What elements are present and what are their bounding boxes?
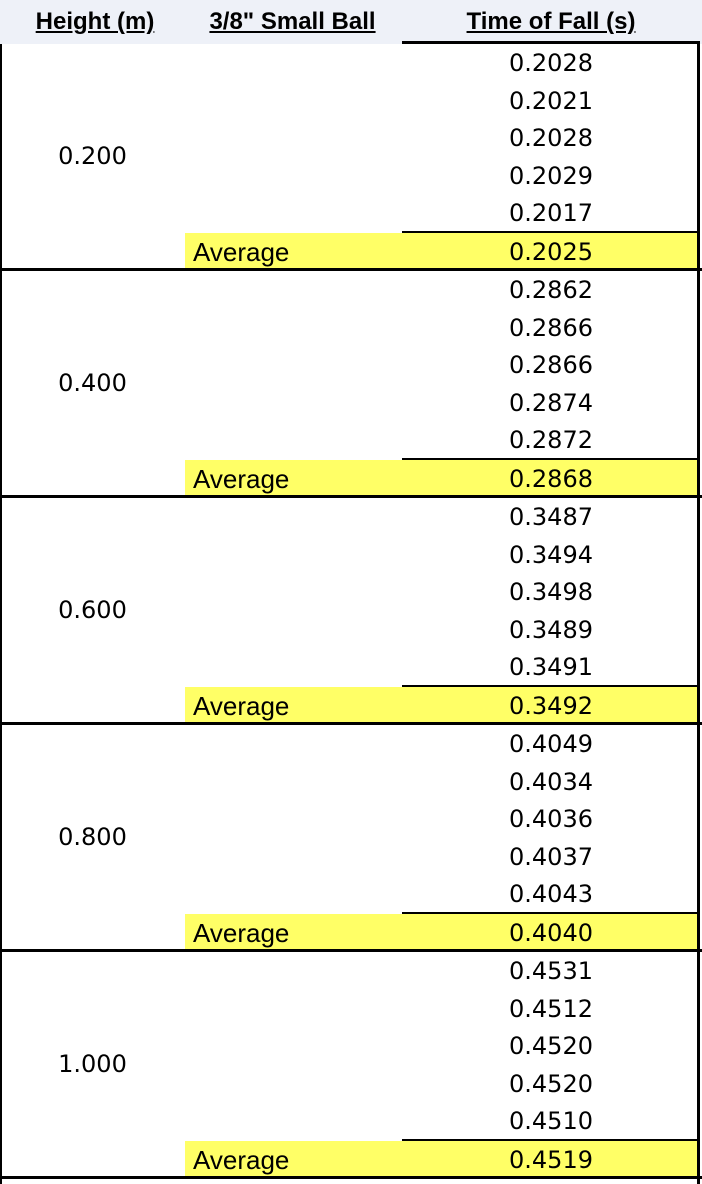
trial-time: 0.4512 (509, 994, 593, 1023)
left-border (0, 44, 2, 1184)
average-value: 0.3492 (509, 692, 593, 720)
trial-time: 0.3494 (509, 540, 593, 569)
average-row: Average 0.4040 (185, 914, 698, 950)
average-label: Average (193, 237, 290, 267)
trial-time: 0.2866 (509, 351, 593, 380)
average-label: Average (193, 464, 290, 494)
average-label: Average (193, 918, 290, 948)
average-value: 0.2868 (509, 465, 593, 493)
average-row: Average 0.2868 (185, 460, 698, 496)
trial-time: 0.4531 (509, 957, 593, 985)
trial-time: 0.2028 (509, 124, 593, 153)
height-group: 0.600 0.3487 0.3494 0.3498 0.3489 0.3491 Avera… (0, 498, 702, 725)
group-separator (0, 268, 702, 271)
average-label: Average (193, 1145, 290, 1175)
trial-time: 0.2872 (509, 426, 593, 455)
trial-time: 0.2021 (509, 86, 593, 115)
group-separator (0, 1176, 702, 1179)
header-time: Time of Fall (s) (466, 8, 636, 35)
trial-time: 0.4510 (509, 1107, 593, 1136)
trial-time: 0.4520 (509, 1032, 593, 1061)
header-ball: 3/8" Small Ball (209, 8, 376, 35)
trial-time: 0.3491 (509, 653, 593, 682)
trial-time: 0.2028 (509, 49, 593, 77)
average-value: 0.4040 (509, 919, 593, 947)
height-group: 0.400 0.2862 0.2866 0.2866 0.2874 0.2872 Avera… (0, 271, 702, 498)
average-rule (402, 912, 700, 914)
trial-time: 0.3498 (509, 578, 593, 607)
trial-time: 0.4043 (509, 880, 593, 909)
average-rule (402, 231, 700, 233)
average-rule (402, 685, 700, 687)
average-row: Average 0.2025 (185, 233, 698, 269)
trial-time: 0.3487 (509, 503, 593, 531)
average-rule (402, 1139, 700, 1141)
height-value: 0.600 (58, 596, 127, 624)
average-value: 0.2025 (509, 238, 593, 266)
trial-time: 0.2017 (509, 199, 593, 228)
header-height: Height (m) (35, 8, 155, 35)
height-value: 0.800 (58, 823, 127, 851)
header-rule (402, 41, 700, 44)
table-header: Height (m) 3/8" Small Ball Time of Fall … (0, 0, 702, 44)
height-group: 0.200 0.2028 0.2021 0.2028 0.2029 0.2017 Avera… (0, 44, 702, 271)
right-border (697, 44, 700, 1184)
height-value: 0.400 (58, 369, 127, 397)
average-row: Average 0.3492 (185, 687, 698, 723)
trial-time: 0.4034 (509, 767, 593, 796)
trial-time: 0.4037 (509, 842, 593, 871)
trial-time: 0.2862 (509, 276, 593, 304)
trial-time: 0.4520 (509, 1069, 593, 1098)
group-separator (0, 722, 702, 725)
average-rule (402, 458, 700, 460)
height-group: 1.000 0.4531 0.4512 0.4520 0.4520 0.4510 Avera… (0, 952, 702, 1179)
trial-time: 0.2866 (509, 313, 593, 342)
trial-time: 0.4036 (509, 805, 593, 834)
trial-time: 0.4049 (509, 730, 593, 758)
trial-time: 0.2874 (509, 388, 593, 417)
trial-time: 0.2029 (509, 161, 593, 190)
height-value: 0.200 (58, 142, 127, 170)
group-separator (0, 949, 702, 952)
average-label: Average (193, 691, 290, 721)
height-group: 0.800 0.4049 0.4034 0.4036 0.4037 0.4043 Avera… (0, 725, 702, 952)
trial-time: 0.3489 (509, 615, 593, 644)
average-row: Average 0.4519 (185, 1141, 698, 1177)
height-value: 1.000 (58, 1050, 127, 1078)
group-separator (0, 495, 702, 498)
average-value: 0.4519 (509, 1146, 593, 1174)
